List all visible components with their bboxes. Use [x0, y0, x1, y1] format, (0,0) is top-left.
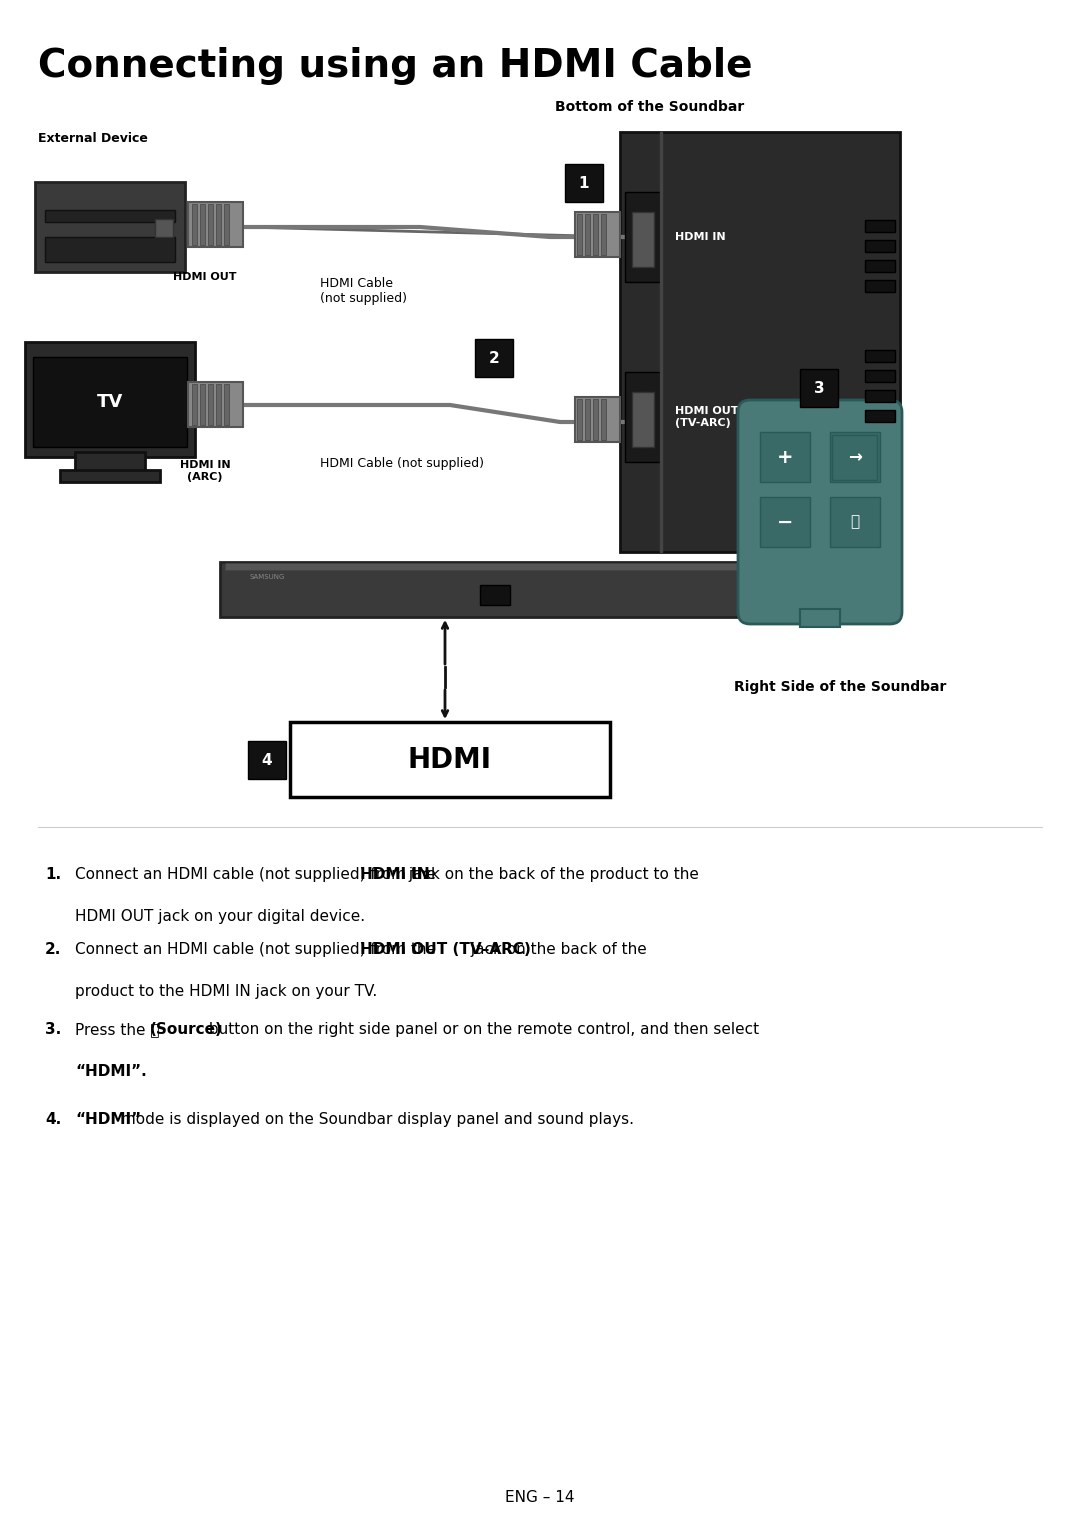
Text: Right Side of the Soundbar: Right Side of the Soundbar: [733, 680, 946, 694]
Text: External Device: External Device: [38, 132, 148, 146]
Bar: [865, 241, 895, 251]
Bar: [800, 369, 838, 408]
Bar: [291, 722, 610, 797]
Text: 1.: 1.: [45, 867, 62, 882]
Bar: [865, 280, 895, 293]
Bar: [632, 211, 654, 267]
Bar: [575, 211, 620, 257]
Bar: [248, 741, 286, 778]
Bar: [800, 610, 840, 627]
Bar: [865, 349, 895, 362]
Bar: [188, 381, 243, 427]
Bar: [865, 221, 895, 231]
Bar: [625, 372, 660, 463]
Text: Connect an HDMI cable (not supplied) from the: Connect an HDMI cable (not supplied) fro…: [75, 942, 441, 958]
Bar: [632, 392, 654, 447]
Bar: [593, 214, 598, 254]
Text: HDMI IN: HDMI IN: [361, 867, 430, 882]
Bar: [831, 432, 880, 483]
Bar: [220, 562, 770, 617]
Text: Connecting using an HDMI Cable: Connecting using an HDMI Cable: [38, 47, 753, 84]
Bar: [224, 385, 229, 424]
Text: TV: TV: [97, 394, 123, 411]
Text: jack on the back of the: jack on the back of the: [465, 942, 646, 958]
Bar: [760, 496, 810, 547]
Text: ENG – 14: ENG – 14: [505, 1489, 575, 1504]
Bar: [208, 385, 213, 424]
Bar: [831, 496, 880, 547]
Text: product to the HDMI IN jack on your TV.: product to the HDMI IN jack on your TV.: [75, 984, 377, 999]
Bar: [25, 342, 195, 457]
Text: Press the ⦿: Press the ⦿: [75, 1022, 164, 1037]
Bar: [192, 385, 197, 424]
Bar: [565, 164, 603, 202]
Text: −: −: [777, 513, 793, 532]
Bar: [208, 204, 213, 245]
Text: mode is displayed on the Soundbar display panel and sound plays.: mode is displayed on the Soundbar displa…: [116, 1112, 634, 1128]
Text: HDMI Cable
(not supplied): HDMI Cable (not supplied): [320, 277, 407, 305]
Text: →: →: [848, 447, 862, 466]
Bar: [35, 182, 185, 273]
Bar: [192, 204, 197, 245]
Bar: [593, 398, 598, 440]
Text: 2: 2: [488, 351, 499, 366]
Text: 2.: 2.: [45, 942, 62, 958]
Bar: [224, 204, 229, 245]
Text: 4.: 4.: [45, 1112, 62, 1128]
Text: “HDMI”: “HDMI”: [75, 1112, 141, 1128]
Bar: [865, 260, 895, 273]
Bar: [45, 237, 175, 262]
Text: Connect an HDMI cable (not supplied) from the: Connect an HDMI cable (not supplied) fro…: [75, 867, 441, 882]
Text: ⏻: ⏻: [850, 515, 860, 530]
Text: HDMI OUT: HDMI OUT: [173, 273, 237, 282]
Bar: [625, 192, 660, 282]
Bar: [156, 219, 173, 237]
Bar: [620, 132, 900, 552]
Text: +: +: [777, 447, 793, 467]
Bar: [760, 432, 810, 483]
Bar: [225, 562, 765, 570]
Bar: [865, 371, 895, 381]
Bar: [577, 398, 582, 440]
Bar: [200, 204, 205, 245]
Text: (Source): (Source): [149, 1022, 222, 1037]
Text: 3.: 3.: [45, 1022, 62, 1037]
Bar: [575, 397, 620, 443]
Bar: [600, 214, 606, 254]
Text: button on the right side panel or on the remote control, and then select: button on the right side panel or on the…: [204, 1022, 759, 1037]
Bar: [577, 214, 582, 254]
Bar: [200, 385, 205, 424]
Text: 3: 3: [813, 380, 824, 395]
Bar: [45, 210, 175, 222]
Text: HDMI IN
(ARC): HDMI IN (ARC): [179, 460, 230, 481]
Bar: [216, 385, 221, 424]
Text: HDMI IN: HDMI IN: [675, 231, 726, 242]
Bar: [475, 339, 513, 377]
Text: jack on the back of the product to the: jack on the back of the product to the: [404, 867, 699, 882]
Text: HDMI OUT (TV–ARC): HDMI OUT (TV–ARC): [361, 942, 531, 958]
Text: SAMSUNG: SAMSUNG: [249, 574, 285, 581]
Text: “HDMI”.: “HDMI”.: [75, 1065, 147, 1079]
Bar: [865, 391, 895, 401]
Text: HDMI Cable (not supplied): HDMI Cable (not supplied): [320, 457, 484, 470]
Bar: [585, 398, 590, 440]
Text: HDMI OUT jack on your digital device.: HDMI OUT jack on your digital device.: [75, 908, 365, 924]
Bar: [60, 470, 160, 483]
FancyBboxPatch shape: [738, 400, 902, 624]
Bar: [600, 398, 606, 440]
Text: 1: 1: [579, 176, 590, 190]
Text: 4: 4: [261, 752, 272, 768]
Text: Bottom of the Soundbar: Bottom of the Soundbar: [555, 100, 744, 113]
Bar: [75, 452, 145, 472]
Bar: [480, 585, 510, 605]
Text: HDMI: HDMI: [408, 746, 492, 774]
Bar: [216, 204, 221, 245]
Bar: [585, 214, 590, 254]
Bar: [188, 202, 243, 247]
Bar: [33, 357, 187, 447]
Text: HDMI OUT
(TV-ARC): HDMI OUT (TV-ARC): [675, 406, 739, 427]
Bar: [660, 132, 662, 552]
Bar: [832, 435, 877, 480]
Bar: [865, 411, 895, 421]
